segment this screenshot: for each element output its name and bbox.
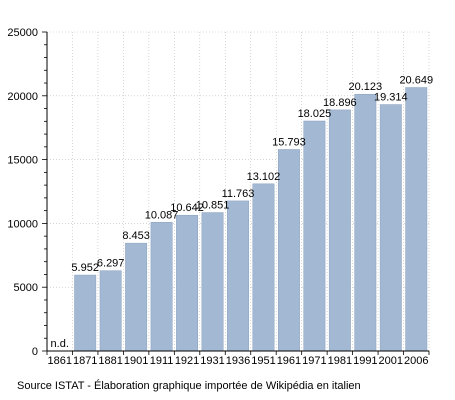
bar-value-label: 13.102 bbox=[247, 171, 281, 183]
x-tick-label: 1861 bbox=[47, 355, 71, 367]
bar bbox=[303, 120, 326, 352]
bar-value-label: 6.297 bbox=[97, 258, 125, 270]
bar bbox=[354, 93, 377, 352]
bar-value-label: 10.642 bbox=[170, 202, 204, 214]
bar bbox=[252, 183, 275, 352]
bar bbox=[405, 87, 428, 352]
x-tick-label: 2006 bbox=[404, 355, 428, 367]
bar bbox=[176, 214, 199, 352]
bars bbox=[74, 87, 428, 352]
bar-value-label: 19.314 bbox=[374, 92, 408, 104]
bar-value-label: 15.793 bbox=[272, 136, 306, 148]
bar bbox=[227, 200, 249, 352]
bar bbox=[379, 104, 402, 352]
bar bbox=[328, 109, 351, 352]
x-tick-label: 1961 bbox=[277, 355, 301, 367]
x-tick-label: 2001 bbox=[379, 355, 403, 367]
bar-value-label: 10.087 bbox=[145, 209, 179, 221]
bar bbox=[150, 222, 173, 352]
x-tick-label: 1881 bbox=[98, 355, 122, 367]
x-tick-label: 1936 bbox=[226, 355, 250, 367]
bar-value-label: 20.649 bbox=[399, 75, 433, 87]
bar bbox=[201, 212, 224, 352]
bar-value-label: 5.952 bbox=[71, 262, 99, 274]
bar-value-label: 11.763 bbox=[222, 188, 255, 200]
labels: 0 5000 10000 15000 20000 25000 1861 1871 1881 190… bbox=[7, 27, 433, 367]
y-tick-label: 25000 bbox=[7, 27, 38, 39]
bar-value-label: 18.896 bbox=[323, 97, 357, 109]
y-tick-label: 15000 bbox=[7, 155, 38, 167]
source-caption: Source ISTAT - Élaboration graphique imp… bbox=[17, 380, 361, 392]
x-tick-label: 1991 bbox=[353, 355, 377, 367]
y-tick-label: 5000 bbox=[14, 282, 38, 294]
x-tick-label: 1951 bbox=[251, 355, 275, 367]
y-tick-label: 0 bbox=[32, 346, 38, 358]
bar bbox=[74, 274, 97, 352]
x-tick-label: 1911 bbox=[150, 355, 174, 367]
bar-value-label: 8.453 bbox=[122, 230, 150, 242]
y-tick-label: 10000 bbox=[7, 218, 38, 230]
x-tick-label: 1921 bbox=[175, 355, 199, 367]
bar bbox=[99, 270, 122, 352]
bar bbox=[277, 149, 300, 352]
bar-value-label: 18.025 bbox=[298, 108, 332, 120]
x-tick-label: 1931 bbox=[200, 355, 224, 367]
not-available-label: n.d. bbox=[51, 338, 69, 350]
bar-value-label: 20.123 bbox=[349, 81, 383, 93]
x-tick-label: 1971 bbox=[302, 355, 326, 367]
axes bbox=[42, 31, 430, 355]
y-tick-label: 20000 bbox=[7, 91, 38, 103]
x-tick-label: 1981 bbox=[328, 355, 352, 367]
bar bbox=[125, 242, 148, 352]
x-tick-label: 1901 bbox=[124, 355, 148, 367]
bar-value-label: 10.851 bbox=[196, 200, 230, 212]
x-tick-label: 1871 bbox=[73, 355, 97, 367]
